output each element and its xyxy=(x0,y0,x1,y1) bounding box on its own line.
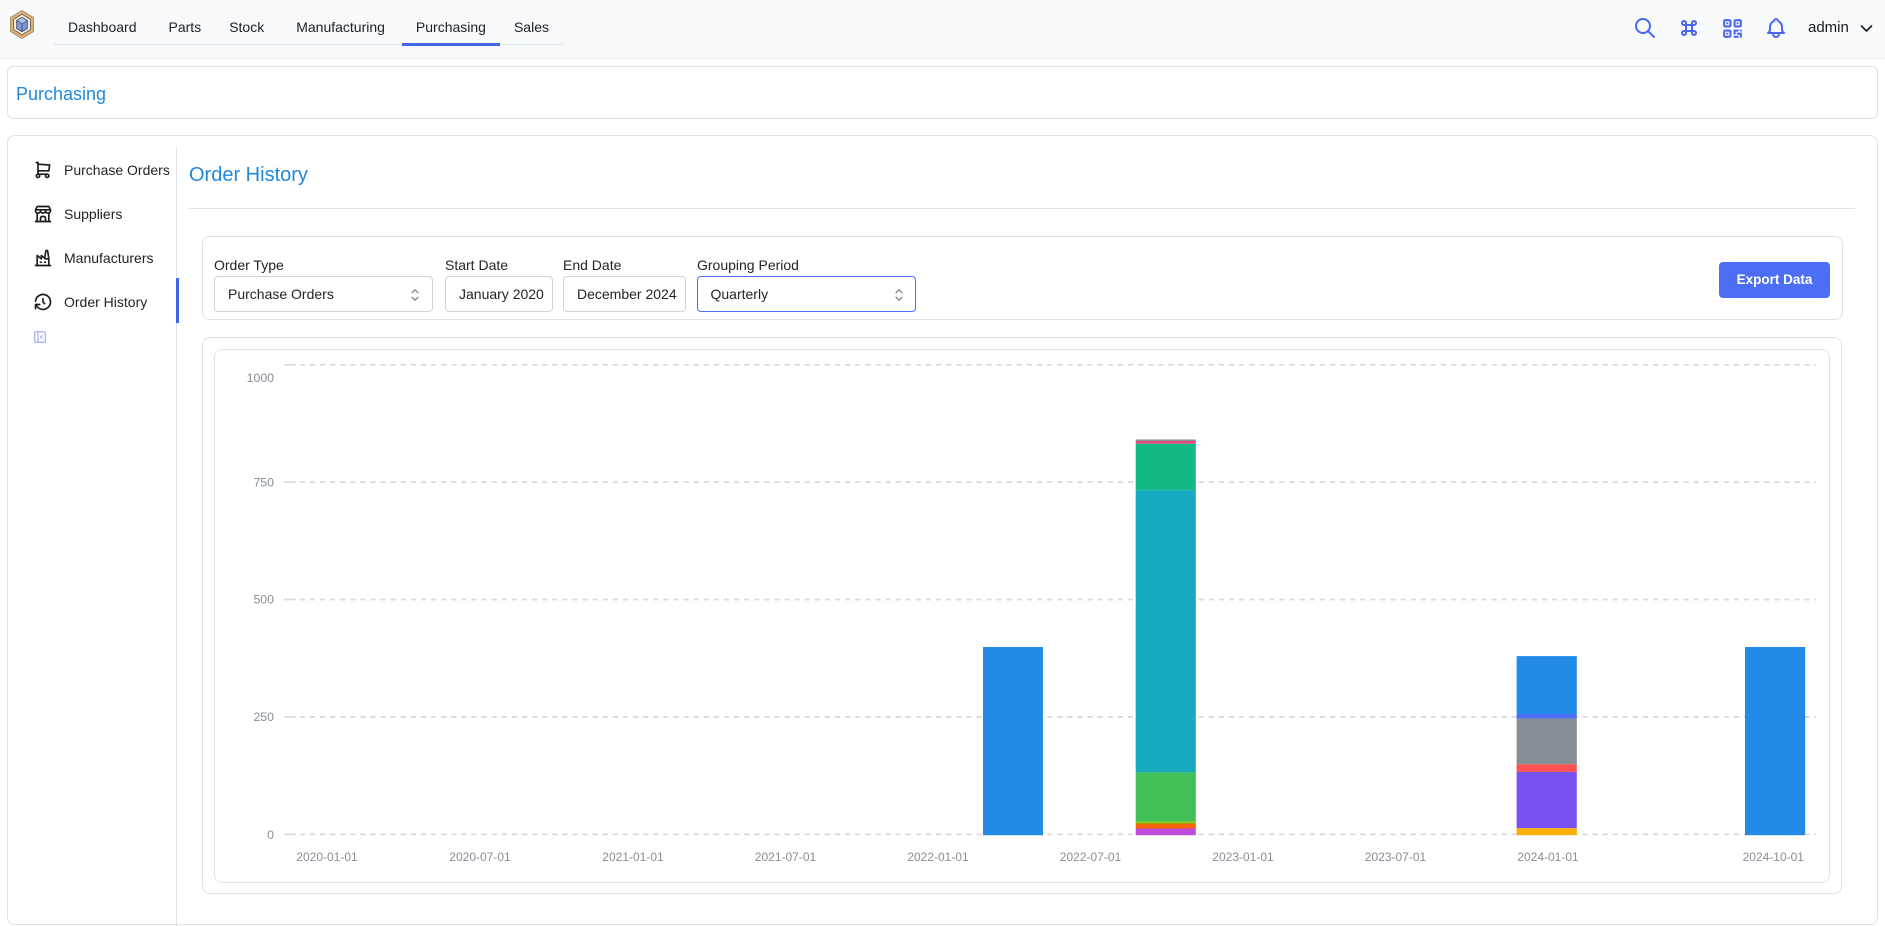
svg-text:750: 750 xyxy=(253,475,274,489)
svg-text:2024-01-01: 2024-01-01 xyxy=(1517,850,1579,864)
svg-text:2021-01-01: 2021-01-01 xyxy=(602,850,664,864)
svg-text:2024-10-01: 2024-10-01 xyxy=(1743,850,1805,864)
svg-text:500: 500 xyxy=(253,593,274,607)
svg-text:1000: 1000 xyxy=(247,371,275,385)
svg-text:2021-07-01: 2021-07-01 xyxy=(755,850,817,864)
svg-text:2020-07-01: 2020-07-01 xyxy=(449,850,511,864)
svg-text:2020-01-01: 2020-01-01 xyxy=(296,850,358,864)
svg-text:2022-01-01: 2022-01-01 xyxy=(907,850,969,864)
svg-text:250: 250 xyxy=(253,710,274,724)
svg-text:2023-01-01: 2023-01-01 xyxy=(1212,850,1274,864)
svg-text:2022-07-01: 2022-07-01 xyxy=(1060,850,1122,864)
svg-text:0: 0 xyxy=(267,828,274,842)
svg-text:2023-07-01: 2023-07-01 xyxy=(1365,850,1427,864)
